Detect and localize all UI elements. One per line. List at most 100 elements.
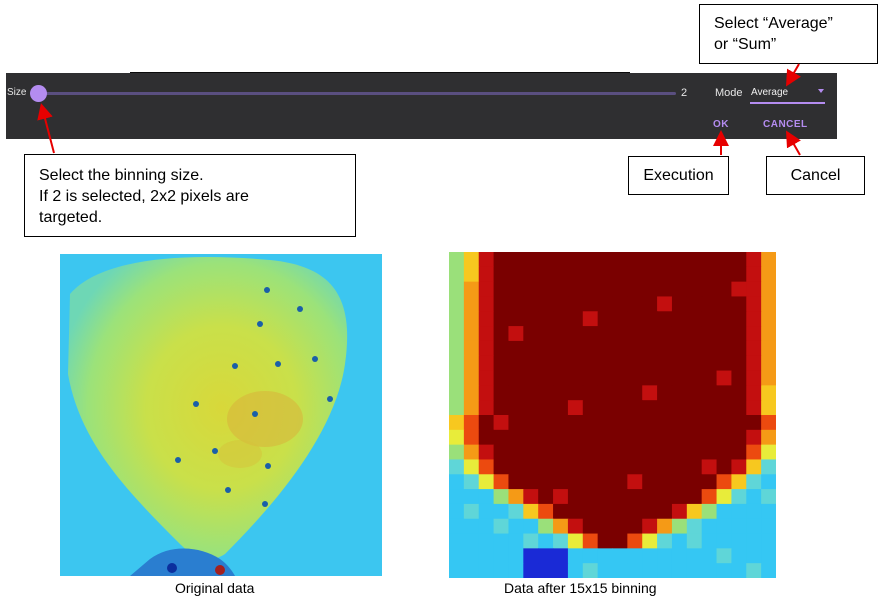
- heatmap-cell: [761, 503, 776, 520]
- heatmap-cell: [523, 548, 539, 564]
- heatmap-cell: [582, 415, 599, 431]
- heatmap-cell: [508, 489, 524, 505]
- cancel-button[interactable]: CANCEL: [763, 119, 808, 130]
- heatmap-cell: [746, 311, 762, 327]
- heatmap-cell: [746, 296, 762, 312]
- heatmap-cell: [731, 503, 747, 520]
- heatmap-cell: [582, 548, 599, 564]
- heatmap-cell: [686, 266, 703, 283]
- heatmap-cell: [597, 518, 613, 535]
- heatmap-cell: [478, 518, 495, 535]
- heatmap-cell: [716, 503, 732, 520]
- heatmap-cell: [716, 355, 732, 372]
- heatmap-cell: [761, 533, 776, 549]
- heatmap-cell: [523, 474, 539, 490]
- heatmap-cell: [657, 281, 673, 297]
- heatmap-cell: [612, 429, 628, 446]
- heatmap-cell: [538, 429, 554, 446]
- heatmap-cell: [597, 548, 613, 564]
- heatmap-cell: [746, 429, 762, 446]
- heatmap-cell: [493, 385, 509, 401]
- heatmap-cell: [508, 474, 524, 490]
- heatmap-cell: [731, 548, 747, 564]
- heatmap-cell: [642, 266, 658, 283]
- heatmap-cell: [686, 518, 703, 535]
- heatmap-cell: [463, 266, 480, 283]
- heatmap-cell: [701, 266, 718, 283]
- heatmap-cell: [701, 400, 718, 416]
- heatmap-cell: [627, 266, 643, 283]
- heatmap-cell: [567, 326, 584, 342]
- size-slider-track[interactable]: [38, 92, 676, 95]
- heatmap-cell: [657, 296, 673, 312]
- heatmap-cell: [701, 281, 718, 297]
- heatmap-cell: [657, 474, 673, 490]
- heatmap-cell: [449, 326, 465, 342]
- heatmap-cell: [701, 533, 718, 549]
- size-callout: Select the binning size. If 2 is selecte…: [24, 154, 356, 237]
- heatmap-cell: [642, 385, 658, 401]
- heatmap-cell: [538, 474, 554, 490]
- heatmap-cell: [567, 266, 584, 283]
- heatmap-cell: [642, 355, 658, 372]
- heatmap-cell: [642, 444, 658, 460]
- heatmap-cell: [582, 340, 599, 357]
- heatmap-cell: [612, 444, 628, 460]
- heatmap-cell: [627, 296, 643, 312]
- heatmap-cell: [523, 489, 539, 505]
- heatmap-cell: [671, 518, 688, 535]
- ok-button[interactable]: OK: [713, 119, 729, 130]
- heatmap-cell: [686, 533, 703, 549]
- heatmap-cell: [493, 340, 509, 357]
- mode-select-value: Average: [751, 87, 789, 98]
- heatmap-cell: [731, 415, 747, 431]
- heatmap-cell: [493, 489, 509, 505]
- heatmap-cell: [523, 266, 539, 283]
- heatmap-cell: [538, 326, 554, 342]
- heatmap-cell: [686, 429, 703, 446]
- heatmap-cell: [657, 503, 673, 520]
- heatmap-cell: [746, 503, 762, 520]
- heatmap-cell: [582, 296, 599, 312]
- heatmap-cell: [716, 311, 732, 327]
- heatmap-cell: [716, 370, 732, 386]
- mode-select[interactable]: Average: [750, 84, 825, 104]
- heatmap-cell: [538, 266, 554, 283]
- heatmap-cell: [523, 444, 539, 460]
- size-slider-thumb[interactable]: [30, 85, 47, 102]
- heatmap-cell: [553, 459, 569, 475]
- heatmap-cell: [553, 266, 569, 283]
- heatmap-cell: [671, 370, 688, 386]
- heatmap-cell: [508, 355, 524, 372]
- heatmap-cell: [478, 459, 495, 475]
- heatmap-cell: [686, 503, 703, 520]
- heatmap-cell: [553, 563, 569, 578]
- heatmap-cell: [523, 326, 539, 342]
- heatmap-cell: [597, 355, 613, 372]
- heatmap-cell: [493, 281, 509, 297]
- heatmap-cell: [478, 326, 495, 342]
- heatmap-cell: [731, 252, 747, 268]
- heatmap-cell: [671, 281, 688, 297]
- arrow-to-slider: [37, 103, 55, 154]
- heatmap-cell: [478, 311, 495, 327]
- heatmap-cell: [701, 563, 718, 578]
- binned-data-image: [449, 252, 776, 578]
- mode-callout-line: Select “Average”: [714, 15, 833, 32]
- heatmap-cell: [627, 474, 643, 490]
- heatmap-cell: [657, 429, 673, 446]
- heatmap-cell: [449, 429, 465, 446]
- size-callout-line: If 2 is selected, 2x2 pixels are: [39, 188, 249, 205]
- heatmap-cell: [686, 489, 703, 505]
- heatmap-cell: [538, 563, 554, 578]
- heatmap-cell: [612, 355, 628, 372]
- heatmap-cell: [508, 548, 524, 564]
- heatmap-cell: [731, 518, 747, 535]
- heatmap-cell: [642, 459, 658, 475]
- heatmap-cell: [478, 370, 495, 386]
- heatmap-cell: [538, 489, 554, 505]
- heatmap-cell: [612, 252, 628, 268]
- heatmap-cell: [671, 311, 688, 327]
- heatmap-cell: [582, 355, 599, 372]
